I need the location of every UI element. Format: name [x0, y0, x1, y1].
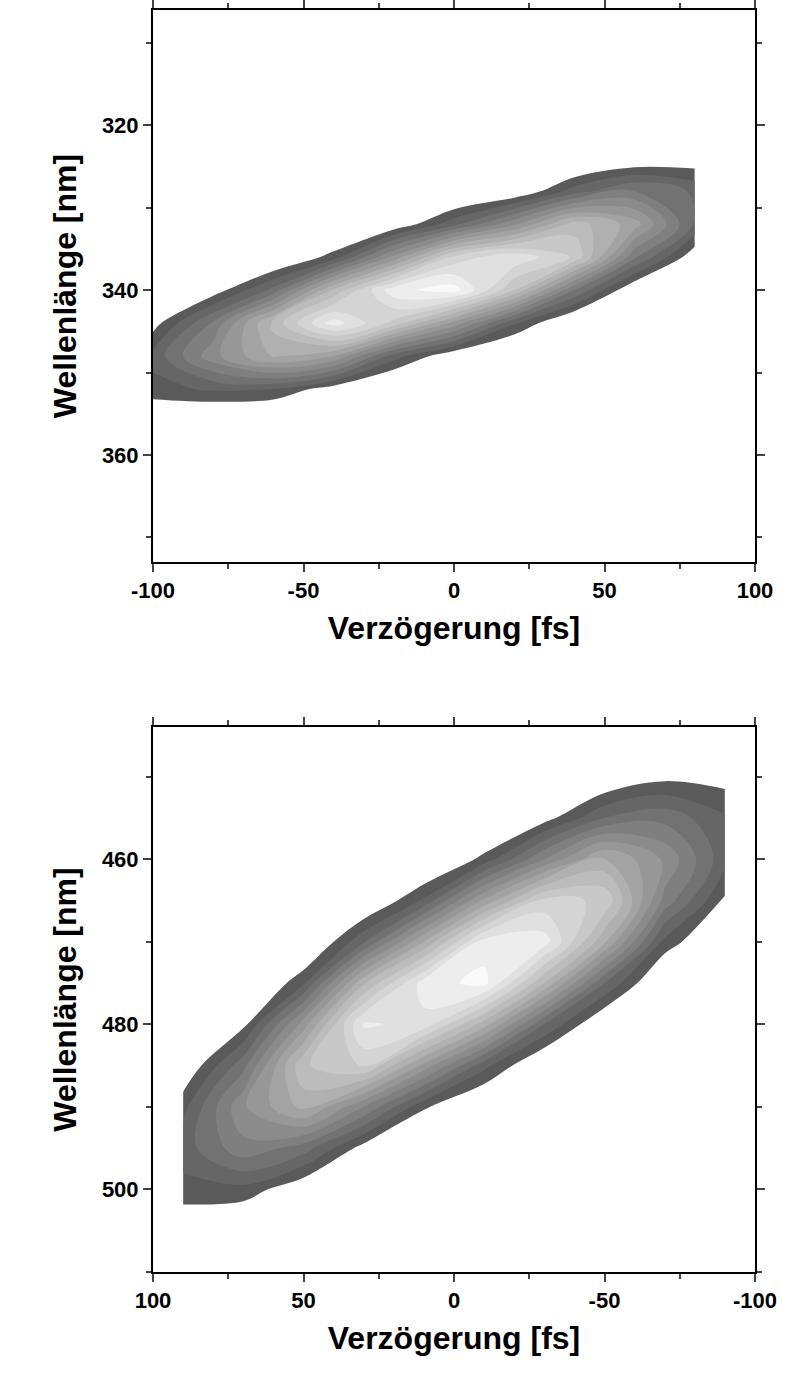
svg-text:0: 0: [448, 578, 460, 603]
svg-text:480: 480: [102, 1012, 139, 1037]
svg-text:460: 460: [102, 847, 139, 872]
svg-text:-100: -100: [733, 1288, 777, 1313]
svg-text:340: 340: [102, 278, 139, 303]
svg-text:100: 100: [135, 1288, 172, 1313]
svg-text:Wellenlänge [nm]: Wellenlänge [nm]: [47, 154, 83, 418]
svg-text:320: 320: [102, 113, 139, 138]
svg-text:Wellenlänge [nm]: Wellenlänge [nm]: [47, 867, 83, 1131]
svg-text:50: 50: [592, 578, 616, 603]
svg-text:Verzögerung [fs]: Verzögerung [fs]: [328, 1320, 580, 1356]
svg-text:-50: -50: [288, 578, 320, 603]
svg-text:0: 0: [448, 1288, 460, 1313]
svg-text:50: 50: [291, 1288, 315, 1313]
svg-text:360: 360: [102, 443, 139, 468]
svg-text:500: 500: [102, 1177, 139, 1202]
svg-text:-100: -100: [131, 578, 175, 603]
svg-text:Verzögerung [fs]: Verzögerung [fs]: [328, 610, 580, 646]
svg-text:-50: -50: [589, 1288, 621, 1313]
svg-text:100: 100: [737, 578, 774, 603]
